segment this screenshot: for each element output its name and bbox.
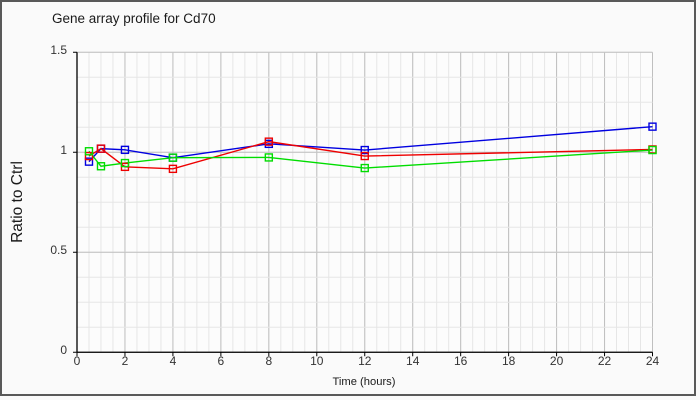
svg-text:10: 10 <box>310 354 324 368</box>
svg-text:24: 24 <box>646 354 660 368</box>
svg-text:0.5: 0.5 <box>50 243 67 257</box>
svg-text:16: 16 <box>454 354 468 368</box>
svg-text:6: 6 <box>218 354 225 368</box>
svg-text:2: 2 <box>122 354 129 368</box>
svg-text:14: 14 <box>406 354 420 368</box>
svg-text:0: 0 <box>74 354 81 368</box>
svg-text:1.5: 1.5 <box>50 43 67 57</box>
svg-text:18: 18 <box>502 354 516 368</box>
svg-text:1: 1 <box>60 143 67 157</box>
svg-text:22: 22 <box>598 354 612 368</box>
svg-text:4: 4 <box>170 354 177 368</box>
svg-text:0: 0 <box>60 343 67 357</box>
svg-text:20: 20 <box>550 354 564 368</box>
svg-text:12: 12 <box>358 354 372 368</box>
svg-text:8: 8 <box>265 354 272 368</box>
